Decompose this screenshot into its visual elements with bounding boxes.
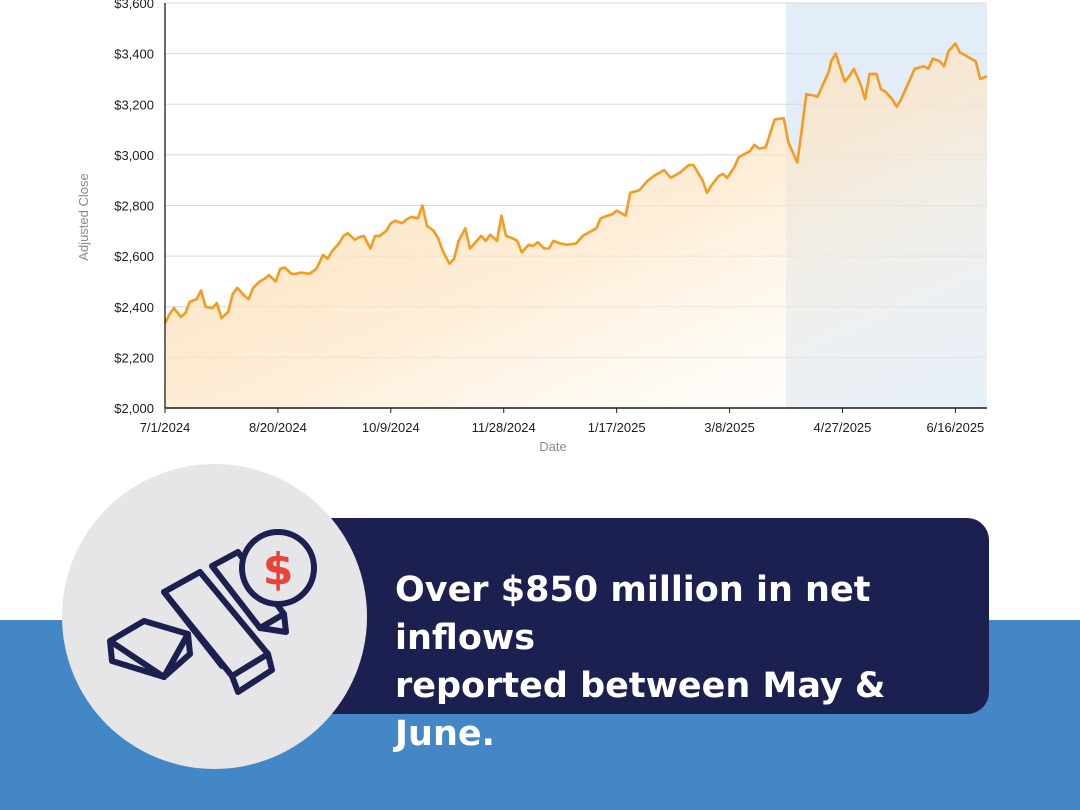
y-tick-label: $2,400 <box>114 300 154 315</box>
callout-box: Over $850 million in net inflows reporte… <box>300 518 989 754</box>
y-tick-label: $2,600 <box>114 249 154 264</box>
x-tick-label: 10/9/2024 <box>362 420 420 435</box>
x-axis-label: Date <box>539 439 566 454</box>
y-tick-label: $2,200 <box>114 350 154 365</box>
x-tick-label: 1/17/2025 <box>588 420 646 435</box>
x-tick-label: 3/8/2025 <box>704 420 755 435</box>
dollar-coin-icon <box>239 529 317 607</box>
y-tick-label: $2,000 <box>114 401 154 416</box>
x-tick-label: 6/16/2025 <box>926 420 984 435</box>
y-tick-label: $2,800 <box>114 199 154 214</box>
x-tick-label: 7/1/2024 <box>140 420 191 435</box>
y-tick-label: $3,200 <box>114 97 154 112</box>
dollar-sign: $ <box>263 544 294 595</box>
x-tick-label: 8/20/2024 <box>249 420 307 435</box>
y-tick-label: $3,600 <box>114 0 154 11</box>
y-tick-label: $3,400 <box>114 47 154 62</box>
callout-text: Over $850 million in net inflows reporte… <box>395 566 975 758</box>
x-tick-label: 11/28/2024 <box>472 420 536 435</box>
icon-circle: $ <box>62 464 367 769</box>
y-axis-label: Adjusted Close <box>76 173 91 260</box>
x-tick-label: 4/27/2025 <box>814 420 872 435</box>
callout-line-1: Over $850 million in net inflows <box>395 570 871 658</box>
callout-line-2: reported between May & June. <box>395 666 886 754</box>
price-line <box>163 42 988 324</box>
adjusted-close-chart: $2,000 $2,200 $2,400 $2,600 $2,800 $3,000 $3,2… <box>76 0 988 454</box>
y-tick-label: $3,000 <box>114 148 154 163</box>
gold-bars-dollar-icon: $ <box>107 529 317 695</box>
price-area-fill <box>165 43 987 408</box>
